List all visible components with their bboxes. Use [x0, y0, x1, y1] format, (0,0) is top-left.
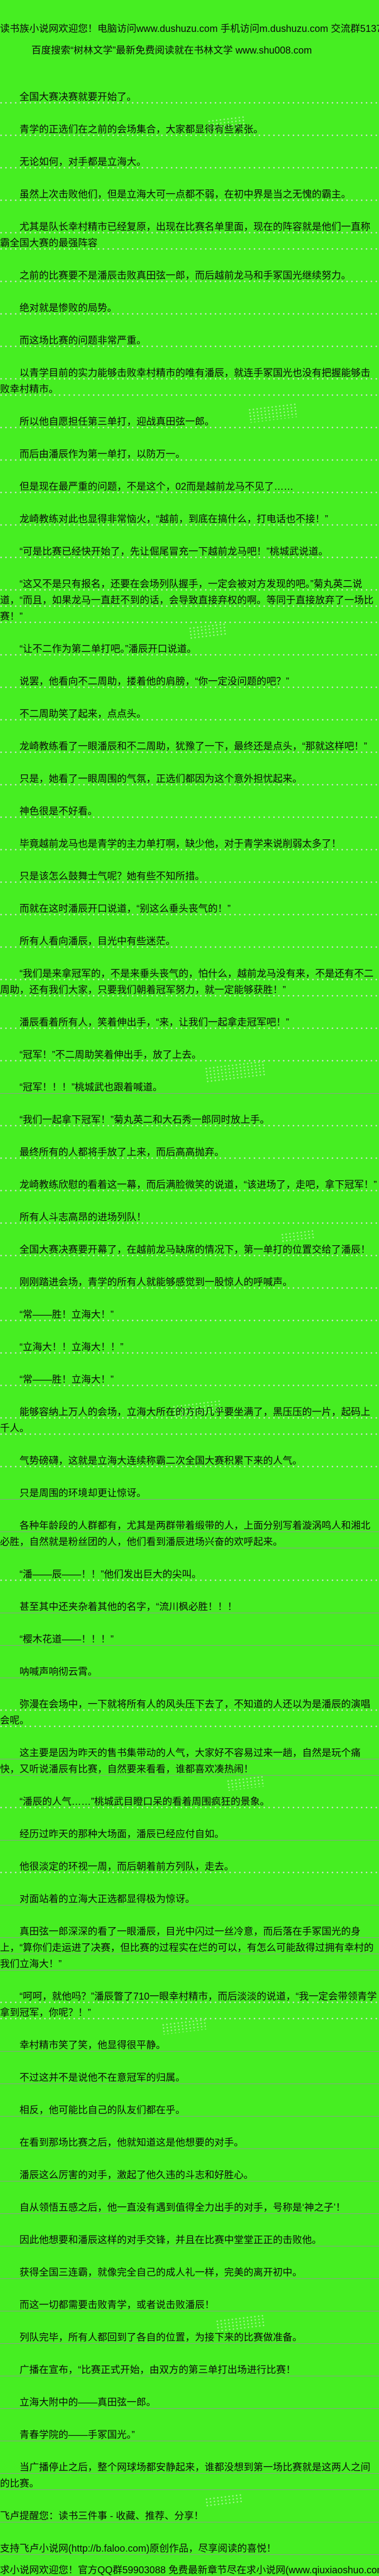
paragraph: 青春学院的——手冢国光。” — [0, 2427, 379, 2443]
paragraph: 弥漫在会场中，一下就将所有人的风头压下去了，不知道的人还以为是潘辰的演唱会呢。 — [0, 1696, 379, 1729]
paragraph: 自从领悟五感之后，他一直没有遇到值得全力出手的对手，号称是‘神之子’！ — [0, 2199, 379, 2216]
paragraph: 以青学目前的实力能够击败幸村精市的唯有潘辰，就连手冢国光也没有把握能够击败幸村精… — [0, 365, 379, 397]
paragraph: “我们一起拿下冠军！”菊丸英二和大石秀一郎同时放上手。 — [0, 1112, 379, 1128]
paragraph: 能够容纳上万人的会场，立海大所在的方向几乎要坐满了，黑压压的一片，起码上千人。 — [0, 1404, 379, 1436]
paragraph: 毕竟越前龙马也是青学的主力单打啊，缺少他，对于青学来说削弱太多了！ — [0, 836, 379, 852]
paragraph: 不二周助笑了起来，点点头。 — [0, 706, 379, 722]
paragraph: “常——胜！立海大！” — [0, 1306, 379, 1323]
paragraph: 潘辰看着所有人，笑着伸出手，“来，让我们一起拿走冠军吧！” — [0, 1014, 379, 1030]
paragraph: 龙崎教练对此也显得非常恼火，“越前，到底在搞什么，打电话也不接！” — [0, 511, 379, 527]
paragraph: 呐喊声响彻云霄。 — [0, 1664, 379, 1680]
paragraph: 支持飞卢小说网(http://b.faloo.com)原创作品，尽享阅读的喜悦！ — [0, 2540, 379, 2557]
paragraph: 绝对就是惨败的局势。 — [0, 300, 379, 316]
paragraph: 所以他自愿担任第三单打，迎战真田弦一郎。 — [0, 413, 379, 430]
paragraph: 各种年龄段的人群都有，尤其是两群带着缎带的人，上面分别写着漩涡鸣人和湘北必胜，自… — [0, 1517, 379, 1550]
paragraph: 神色很是不好看。 — [0, 803, 379, 819]
paragraph: “冠军！”不二周助笑着伸出手，放了上去。 — [0, 1047, 379, 1063]
paragraph: 无论如何，对手都是立海大。 — [0, 154, 379, 170]
paragraph: “这又不是只有报名，还要在会场列队握手，一定会被对方发现的吧。”菊丸英二说道，“… — [0, 576, 379, 625]
paragraph: 获得全国三连霸，就像完全自己的成人礼一样，完美的离开初中。 — [0, 2264, 379, 2281]
paragraph: 说罢，他看向不二周助，搂着他的肩膀，“你一定没问题的吧？” — [0, 673, 379, 689]
paragraph: 只是该怎么鼓舞士气呢？她有些不知所措。 — [0, 868, 379, 884]
paragraph: “让不二作为第二单打吧。”潘辰开口说道。 — [0, 641, 379, 657]
paragraph: 因此他想要和潘辰这样的对手交锋，并且在比赛中堂堂正正的击败他。 — [0, 2232, 379, 2248]
paragraph: 求小说网欢迎您！官方QQ群59903088 免费最新章节尽在求小说网(www.q… — [0, 2565, 379, 2575]
paragraph: 最终所有的人都将手放了上来，而后高高抛弃。 — [0, 1144, 379, 1160]
paragraph: 青学的正选们在之前的会场集合，大家都显得有些紧张。 — [0, 121, 379, 137]
promo-line-top: 百度搜索“树林文学”最新免费阅读就在书林文学 www.shu008.com — [31, 45, 312, 56]
paragraph: 甚至其中还夹杂着其他的名字，“流川枫必胜！！！ — [0, 1599, 379, 1615]
paragraph: “立海大！！立海大！！” — [0, 1339, 379, 1355]
site-welcome-line: 读书族小说网欢迎您！电脑访问www.dushuzu.com 手机访问m.dush… — [0, 23, 379, 34]
paragraph: “常——胜！立海大！” — [0, 1371, 379, 1388]
paragraph: 全国大赛决赛要开幕了，在越前龙马缺席的情况下，第一单打的位置交给了潘辰！ — [0, 1241, 379, 1258]
paragraph: 真田弦一郎深深的看了一眼潘辰，目光中闪过一丝冷意，而后落在手冢国光的身上，“算你… — [0, 1923, 379, 1972]
paragraph: 这主要是因为昨天的售书集带动的人气，大家好不容易过来一趟，自然是玩个痛快，又听说… — [0, 1745, 379, 1777]
paragraph: “可是比赛已经快开始了，先让倔尾冒充一下越前龙马吧！”桃城武说道。 — [0, 543, 379, 560]
paragraph: “樱木花道——！！！” — [0, 1631, 379, 1647]
paragraph: 列队完毕，所有人都回到了各自的位置，为接下来的比赛做准备。 — [0, 2329, 379, 2345]
paragraph: 潘辰这么厉害的对手，激起了他久违的斗志和好胜心。 — [0, 2167, 379, 2183]
paragraph: “冠军！！！”桃城武也跟着喊道。 — [0, 1079, 379, 1095]
paragraph: 只是，她看了一眼周围的气氛，正选们都因为这个意外担忧起来。 — [0, 771, 379, 787]
paragraph: 而这一切都需要击败青学，或者说击败潘辰！ — [0, 2297, 379, 2313]
paragraph: “潘——辰——！！”他们发出巨大的尖叫。 — [0, 1566, 379, 1582]
paragraph: 他很淡定的环视一周，而后朝着前方列队，走去。 — [0, 1858, 379, 1875]
paragraph: 所有人看向潘辰，目光中有些迷茫。 — [0, 933, 379, 949]
paragraph: 立海大附中的——真田弦一郎。 — [0, 2394, 379, 2410]
paragraph: 飞卢提醒您：读书三件事 - 收藏、推荐、分享！ — [0, 2508, 379, 2524]
paragraph: 只是周围的环境却更让惊讶。 — [0, 1485, 379, 1501]
paragraph: 之前的比赛要不是潘辰击败真田弦一郎，而后越前龙马和手冢国光继续努力。 — [0, 267, 379, 284]
paragraph: 龙崎教练看了一眼潘辰和不二周助，犹豫了一下，最终还是点头，“那就这样吧！” — [0, 738, 379, 754]
paragraph: 当广播停止之后，整个网球场都安静起来，谁都没想到第一场比赛就是这两人之间的比赛。 — [0, 2459, 379, 2492]
paragraph: 相反，他可能比自己的队友们都在乎。 — [0, 2102, 379, 2118]
paragraph: 刚刚踏进会场，青学的所有人就能够感觉到一股惊人的呼喊声。 — [0, 1274, 379, 1290]
chapter-content: 全国大赛决赛就要开始了。 青学的正选们在之前的会场集合，大家都显得有些紧张。 无论如… — [0, 89, 379, 2576]
paragraph: 而这场比赛的问题非常严重。 — [0, 332, 379, 349]
paragraph: 而后由潘辰作为第一单打，以防万一。 — [0, 446, 379, 462]
paragraph: 对面站着的立海大正选都显得极为惊讶。 — [0, 1891, 379, 1907]
paragraph: 在看到那场比赛之后，他就知道这是他想要的对手。 — [0, 2134, 379, 2151]
paragraph: 幸村精市笑了笑，他显得很平静。 — [0, 2037, 379, 2053]
paragraph: 龙崎教练欣慰的看着这一幕，而后满脸微笑的说道，“该进场了，走吧，拿下冠军！” — [0, 1177, 379, 1193]
paragraph: 所有人斗志高昂的进场列队！ — [0, 1209, 379, 1225]
paragraph: 虽然上次击败他们，但是立海大可一点都不弱，在初中界是当之无愧的霸主。 — [0, 186, 379, 202]
paragraph: “潘辰的人气……”桃城武目瞪口呆的看着周围疯狂的景象。 — [0, 1793, 379, 1810]
paragraph: 不过这并不是说他不在意冠军的归属。 — [0, 2069, 379, 2086]
paragraph: 广播在宣布，“比赛正式开始，由双方的第三单打出场进行比赛！ — [0, 2362, 379, 2378]
paragraph: 但是现在最严重的问题，不是这个，02而是越前龙马不见了…… — [0, 478, 379, 495]
paragraph: 而就在这时潘辰开口说道，“别这么垂头丧气的！” — [0, 901, 379, 917]
paragraph: 气势磅礴，这就是立海大连续称霸二次全国大赛积累下来的人气。 — [0, 1453, 379, 1469]
paragraph: 尤其是队长幸村精市已经复原，出现在比赛名单里面，现在的阵容就是他们一直称霸全国大… — [0, 219, 379, 251]
paragraph: “我们是来拿冠军的，不是来垂头丧气的，怕什么，越前龙马没有来，不是还有不二周助，… — [0, 965, 379, 998]
paragraph: 全国大赛决赛就要开始了。 — [0, 89, 379, 105]
paragraph: 经历过昨天的那种大场面，潘辰已经应付自如。 — [0, 1826, 379, 1842]
paragraph: “呵呵，就他吗？”潘辰瞥了710一眼幸村精市，而后淡淡的说道，“我一定会带领青学… — [0, 1988, 379, 2021]
